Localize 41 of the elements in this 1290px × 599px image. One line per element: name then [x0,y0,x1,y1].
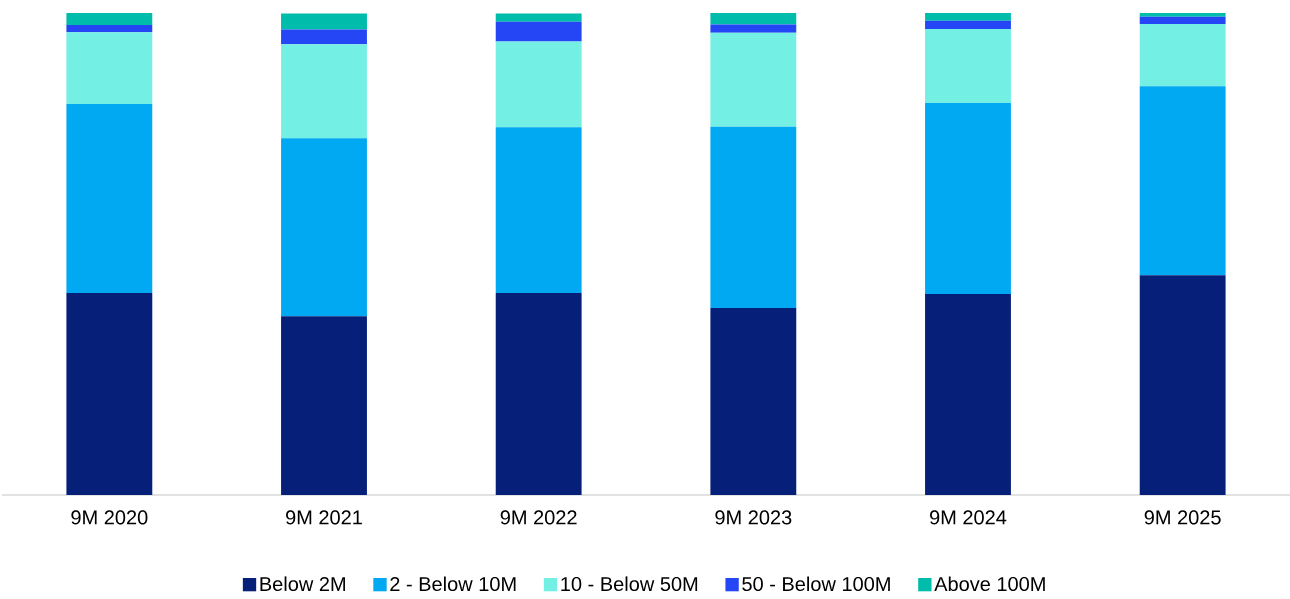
x-tick-label: 9M 2023 [715,510,792,525]
bar [925,293,1011,495]
bar [710,24,797,33]
x-tick-label: 9M 2024 [930,510,1007,525]
bar [925,20,1011,29]
bar [66,25,153,33]
bar [281,316,367,495]
bar [495,21,582,42]
legend-label: Below 2M [260,576,345,592]
bar [710,126,797,308]
bar [66,104,153,294]
bar [925,28,1011,104]
bar [281,13,367,30]
bar [925,12,1011,21]
legend-label: 50 - Below 100M [742,576,890,592]
x-tick-label: 9M 2025 [1144,510,1221,525]
bar [495,127,582,294]
bar [66,32,153,105]
bar [1139,24,1226,87]
bar [1139,16,1226,25]
legend-label: 10 - Below 50M [561,576,698,592]
bar [66,293,153,495]
bar [495,13,582,22]
bar [1139,86,1226,276]
bar [66,12,153,26]
bar [1139,12,1226,17]
bar [710,307,797,495]
bar [710,32,797,127]
bar [1139,275,1226,495]
bar [281,138,367,317]
legend-label: 2 - Below 10M [390,576,516,592]
bar [925,103,1011,294]
bar [495,41,582,128]
x-tick-label: 9M 2020 [71,510,148,525]
x-tick-label: 9M 2021 [286,510,362,525]
legend-label: Above 100M [934,576,1045,592]
x-tick-label: 9M 2022 [500,510,577,525]
bar [710,12,797,25]
bar [281,29,367,45]
bar [281,44,367,139]
bar [495,293,582,495]
